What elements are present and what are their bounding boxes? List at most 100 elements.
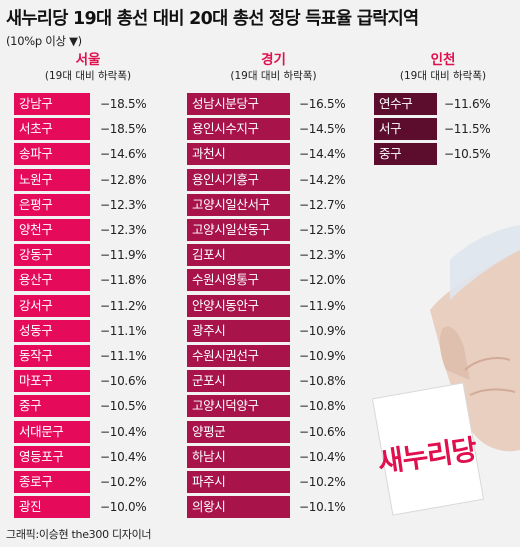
district-label: 강동구 [14, 244, 90, 267]
decline-value: −10.8% [299, 374, 346, 389]
decline-value: −11.8% [100, 273, 147, 288]
table-row: 동작구 −11.1% [14, 344, 162, 369]
decline-value: −11.1% [100, 323, 147, 338]
district-label: 서구 [374, 118, 437, 141]
table-row: 중구 −10.5% [374, 142, 512, 167]
table-row: 강동구 −11.9% [14, 243, 162, 268]
district-label: 수원시권선구 [187, 345, 290, 367]
district-label: 노원구 [14, 168, 90, 191]
table-row: 수원시영통구 −12.0% [187, 268, 360, 293]
table-row: 양평군 −10.6% [187, 420, 360, 445]
region-caption: (19대 대비 하락폭) [230, 70, 317, 82]
district-label: 영등포구 [14, 445, 90, 468]
district-label: 의왕시 [187, 496, 290, 519]
table-row: 종로구 −10.2% [14, 470, 162, 495]
decline-value: −10.5% [100, 399, 147, 414]
table-row: 안양시동안구 −11.9% [187, 294, 360, 319]
district-label: 동작구 [14, 345, 90, 367]
table-row: 과천시 −14.4% [187, 142, 360, 167]
region-caption: (19대 대비 하락폭) [44, 70, 132, 82]
district-label: 고양시일산서구 [187, 193, 290, 216]
district-label: 양천구 [14, 219, 90, 241]
district-label: 서초구 [14, 118, 90, 141]
chart-title: 새누리당 19대 총선 대비 20대 총선 정당 득표율 급락지역 [6, 9, 419, 29]
decline-value: −10.2% [100, 475, 147, 489]
district-label: 종로구 [14, 471, 90, 493]
table-row: 고양시일산동구 −12.5% [187, 218, 360, 243]
decline-value: −10.2% [299, 475, 346, 489]
district-label: 고양시일산동구 [187, 219, 290, 241]
table-row: 군포시 −10.8% [187, 369, 360, 394]
region-caption: (19대 대비 하락폭) [399, 70, 487, 82]
decline-value: −12.7% [299, 197, 346, 212]
table-row: 성동구 −11.1% [14, 319, 162, 344]
table-row: 김포시 −12.3% [187, 243, 360, 268]
decline-value: −11.2% [100, 298, 147, 313]
table-row: 고양시덕양구 −10.8% [187, 394, 360, 419]
region-title: 인천 [430, 52, 456, 68]
table-row: 용산구 −11.8% [14, 268, 162, 293]
district-label: 송파구 [14, 143, 90, 166]
decline-value: −10.4% [100, 424, 147, 439]
table-row: 광진 −10.0% [14, 495, 162, 520]
decline-value: −14.4% [299, 147, 346, 162]
decline-value: −11.5% [444, 122, 491, 137]
decline-value: −10.6% [299, 424, 346, 439]
district-label: 안양시동안구 [187, 294, 290, 317]
district-label: 군포시 [187, 370, 290, 393]
decline-value: −12.3% [100, 223, 147, 237]
decline-value: −14.6% [100, 147, 147, 162]
table-row: 의왕시 −10.1% [187, 495, 360, 520]
decline-value: −10.9% [299, 349, 346, 363]
graphic-credit: 그래픽:이승현 the300 디자이너 [6, 528, 152, 541]
district-label: 서대문구 [14, 420, 90, 443]
decline-value: −12.3% [100, 197, 147, 212]
table-row: 마포구 −10.6% [14, 369, 162, 394]
decline-value: −14.2% [299, 172, 346, 187]
district-label: 광진 [14, 496, 90, 519]
table-row: 성남시분당구 −16.5% [187, 92, 360, 117]
decline-value: −11.6% [444, 97, 491, 111]
decline-value: −18.5% [100, 97, 147, 111]
district-label: 성동구 [14, 319, 90, 342]
district-label: 양평군 [187, 420, 290, 443]
decline-value: −10.1% [299, 500, 346, 515]
decline-value: −12.3% [299, 248, 346, 263]
decline-value: −10.9% [299, 323, 346, 338]
table-row: 서구 −11.5% [374, 117, 512, 142]
district-label: 마포구 [14, 370, 90, 393]
district-label: 파주시 [187, 471, 290, 493]
decline-value: −11.9% [100, 248, 147, 263]
district-label: 연수구 [374, 93, 437, 115]
district-label: 김포시 [187, 244, 290, 267]
table-row: 강남구 −18.5% [14, 92, 162, 117]
table-row: 용인시기흥구 −14.2% [187, 168, 360, 193]
table-row: 연수구 −11.6% [374, 92, 512, 117]
table-row: 양천구 −12.3% [14, 218, 162, 243]
district-label: 중구 [14, 395, 90, 418]
decline-value: −12.8% [100, 172, 147, 187]
decline-value: −12.0% [299, 273, 346, 288]
region-gyeonggi: 경기 (19대 대비 하락폭) 성남시분당구 −16.5% 용인시수지구 −14.5%… [187, 52, 360, 519]
table-row: 고양시일산서구 −12.7% [187, 193, 360, 218]
region-title: 서울 [75, 52, 101, 68]
decline-value: −10.8% [299, 399, 346, 414]
hand-ballot-illustration [371, 225, 520, 516]
table-row: 서초구 −18.5% [14, 117, 162, 142]
district-label: 광주시 [187, 319, 290, 342]
table-row: 중구 −10.5% [14, 394, 162, 419]
table-row: 강서구 −11.2% [14, 294, 162, 319]
decline-value: −16.5% [299, 97, 346, 111]
decline-value: −10.4% [299, 449, 346, 464]
region-incheon: 인천 (19대 대비 하락폭) 연수구 −11.6% 서구 −11.5% 중구 −10.5… [374, 52, 512, 166]
table-row: 수원시권선구 −10.9% [187, 344, 360, 369]
chart-subtitle: (10%p 이상 ▼) [6, 34, 82, 48]
decline-value: −10.4% [100, 449, 147, 464]
table-row: 노원구 −12.8% [14, 168, 162, 193]
decline-value: −10.5% [444, 147, 491, 162]
district-label: 강서구 [14, 294, 90, 317]
region-title: 경기 [261, 52, 286, 68]
decline-value: −11.9% [299, 298, 346, 313]
district-label: 용인시수지구 [187, 118, 290, 141]
district-label: 수원시영통구 [187, 269, 290, 292]
